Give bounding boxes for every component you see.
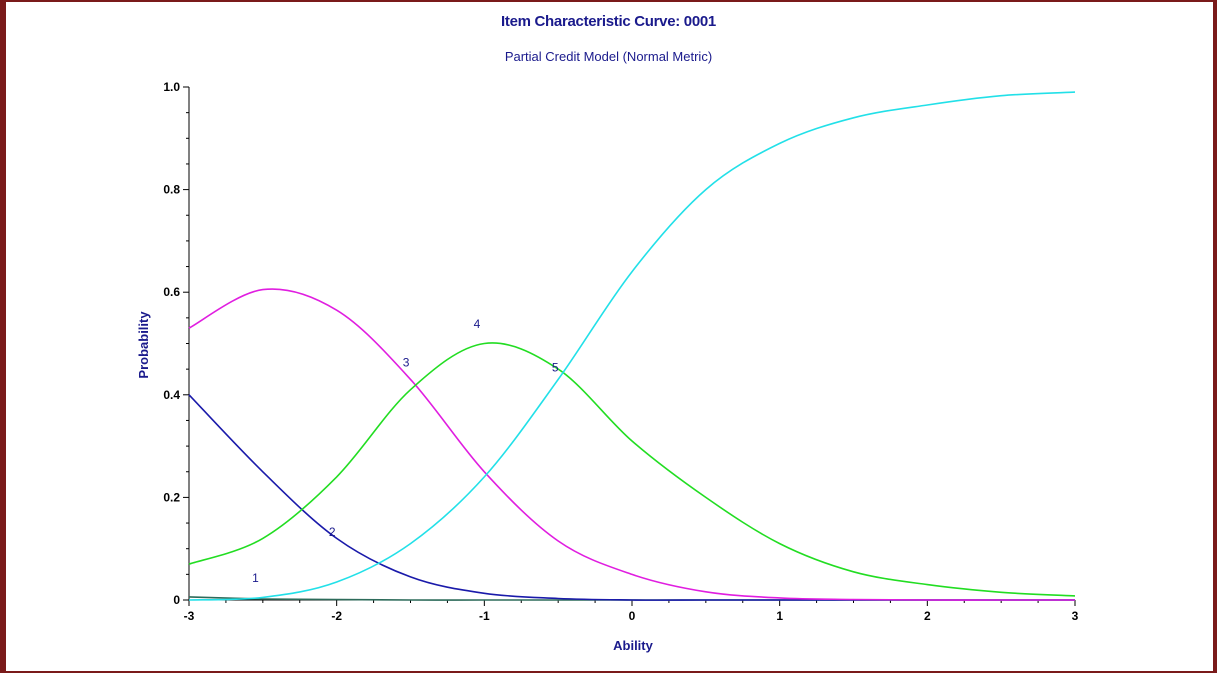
curve-label-2: 2 [329, 525, 336, 539]
curve-labels: 1 2 3 4 5 [252, 317, 559, 585]
y-tick-label: 0.2 [163, 490, 180, 504]
x-tick-label: 0 [629, 609, 636, 623]
curve-4 [188, 342, 1076, 597]
x-tick-label: -2 [331, 609, 342, 623]
curve-label-5: 5 [552, 361, 559, 375]
x-tick-label: 3 [1072, 609, 1079, 623]
axes: -3 -2 -1 0 1 2 3 0 0.2 0.4 0.6 0.8 1.0 [163, 80, 1078, 623]
y-tick-label: 1.0 [163, 80, 180, 94]
curves [188, 91, 1076, 601]
x-tick-label: 2 [924, 609, 931, 623]
curve-5 [188, 91, 1076, 601]
y-axis-title: Probability [136, 311, 151, 379]
x-tick-label: 1 [776, 609, 783, 623]
y-tick-label: 0.8 [163, 183, 180, 197]
x-tick-label: -1 [479, 609, 490, 623]
curve-3 [188, 288, 1075, 601]
curve-label-1: 1 [252, 571, 259, 585]
chart-title: Item Characteristic Curve: 0001 [501, 13, 716, 30]
curve-2 [188, 394, 1075, 601]
x-tick-label: -3 [184, 609, 195, 623]
chart-subtitle: Partial Credit Model (Normal Metric) [504, 49, 713, 64]
curve-label-3: 3 [403, 356, 410, 370]
curve-label-4: 4 [474, 317, 481, 331]
x-axis-title: Ability [613, 638, 653, 653]
y-tick-label: 0.6 [163, 285, 180, 299]
y-tick-label: 0.4 [163, 388, 180, 402]
y-tick-label: 0 [173, 593, 180, 607]
